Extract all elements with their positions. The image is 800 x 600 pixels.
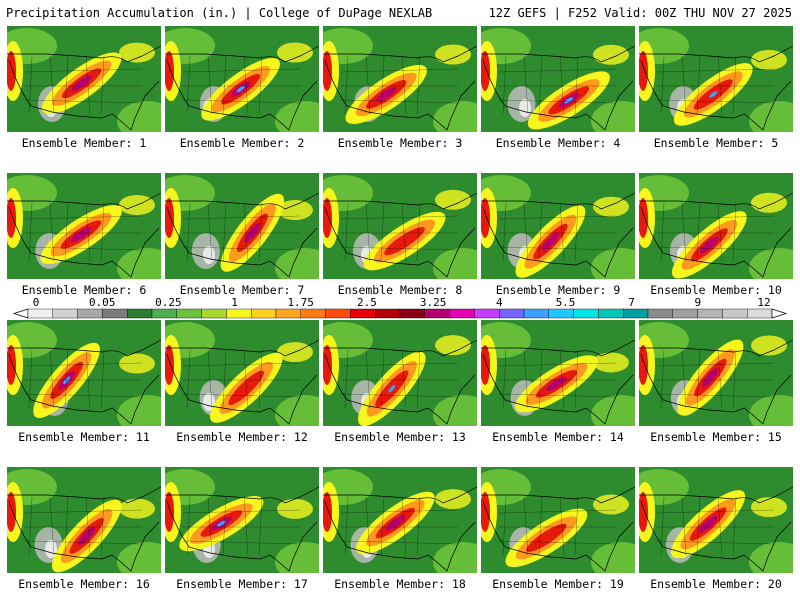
member-label-7: Ensemble Member: 7 <box>179 283 305 297</box>
colorbar-swatch <box>325 308 351 319</box>
member-label-18: Ensemble Member: 18 <box>334 577 466 591</box>
member-label-10: Ensemble Member: 10 <box>650 283 782 297</box>
colorbar-label: 1.75 <box>287 296 314 309</box>
chart-title: Precipitation Accumulation (in.) | Colle… <box>6 6 433 20</box>
colorbar-swatch <box>523 308 549 319</box>
colorbar-swatch <box>548 308 574 319</box>
member-map-20 <box>639 467 793 573</box>
member-label-4: Ensemble Member: 4 <box>495 136 621 150</box>
colorbar-swatch <box>201 308 227 319</box>
colorbar-label: 12 <box>757 296 770 309</box>
member-label-5: Ensemble Member: 5 <box>653 136 779 150</box>
member-label-9: Ensemble Member: 9 <box>495 283 621 297</box>
colorbar-label: 0.25 <box>155 296 182 309</box>
member-map-2 <box>165 26 319 132</box>
member-label-1: Ensemble Member: 1 <box>21 136 147 150</box>
member-map-18 <box>323 467 477 573</box>
colorbar-swatch <box>672 308 698 319</box>
member-map-6 <box>7 173 161 279</box>
colorbar-swatch <box>250 308 277 319</box>
colorbar-swatch <box>573 308 599 319</box>
member-label-6: Ensemble Member: 6 <box>21 283 147 297</box>
member-map-9 <box>481 173 635 279</box>
colorbar-swatch <box>623 308 649 319</box>
member-map-7 <box>165 173 319 279</box>
colorbar-swatch <box>176 308 202 319</box>
colorbar-swatch <box>747 308 773 319</box>
member-label-20: Ensemble Member: 20 <box>650 577 782 591</box>
member-label-11: Ensemble Member: 11 <box>18 430 150 444</box>
colorbar-label: 3.25 <box>420 296 447 309</box>
colorbar-swatch <box>399 308 425 319</box>
colorbar-swatch <box>300 308 326 319</box>
colorbar-swatch <box>275 308 301 319</box>
member-map-8 <box>323 173 477 279</box>
member-label-13: Ensemble Member: 13 <box>334 430 466 444</box>
member-map-17 <box>165 467 319 573</box>
member-label-17: Ensemble Member: 17 <box>176 577 308 591</box>
colorbar-swatch <box>647 308 673 319</box>
colorbar-swatch <box>77 308 103 319</box>
member-label-2: Ensemble Member: 2 <box>179 136 305 150</box>
colorbar-label: 4 <box>496 296 503 309</box>
member-map-19 <box>481 467 635 573</box>
colorbar-swatch <box>27 308 53 319</box>
colorbar-min-arrow <box>12 308 29 319</box>
colorbar-swatch <box>226 308 252 319</box>
colorbar-label: 9 <box>694 296 701 309</box>
member-label-3: Ensemble Member: 3 <box>337 136 463 150</box>
member-label-15: Ensemble Member: 15 <box>650 430 782 444</box>
precipitation-colorbar: 0 0.05 0.25 1 1.75 2.5 3.25 4 5.5 7 9 12 <box>12 296 788 319</box>
colorbar-label: 7 <box>628 296 635 309</box>
colorbar-swatch <box>474 308 500 319</box>
member-label-14: Ensemble Member: 14 <box>492 430 624 444</box>
colorbar-label: 0.05 <box>89 296 116 309</box>
member-map-14 <box>481 320 635 426</box>
colorbar-swatch <box>151 308 177 319</box>
member-map-13 <box>323 320 477 426</box>
member-map-4 <box>481 26 635 132</box>
colorbar-swatch <box>499 308 525 319</box>
colorbar-swatch <box>598 308 624 319</box>
member-map-11 <box>7 320 161 426</box>
member-label-16: Ensemble Member: 16 <box>18 577 150 591</box>
member-map-12 <box>165 320 319 426</box>
member-map-15 <box>639 320 793 426</box>
colorbar-label: 5.5 <box>556 296 576 309</box>
member-label-8: Ensemble Member: 8 <box>337 283 463 297</box>
colorbar-swatch <box>350 308 376 319</box>
colorbar-swatch <box>722 308 748 319</box>
colorbar-swatch <box>52 308 78 319</box>
model-run-info: 12Z GEFS | F252 Valid: 00Z THU NOV 27 20… <box>488 6 792 20</box>
colorbar-swatch <box>102 308 128 319</box>
colorbar-swatch <box>375 308 401 319</box>
member-label-19: Ensemble Member: 19 <box>492 577 624 591</box>
member-map-1 <box>7 26 161 132</box>
member-map-16 <box>7 467 161 573</box>
colorbar-swatch <box>126 308 153 319</box>
colorbar-swatch <box>449 308 475 319</box>
colorbar-swatch <box>424 308 450 319</box>
member-map-5 <box>639 26 793 132</box>
colorbar-label: 2.5 <box>357 296 377 309</box>
colorbar-label: 0 <box>33 296 40 309</box>
colorbar-swatch <box>697 308 723 319</box>
colorbar-label: 1 <box>231 296 238 309</box>
member-label-12: Ensemble Member: 12 <box>176 430 308 444</box>
colorbar-max-arrow <box>771 308 788 319</box>
member-map-3 <box>323 26 477 132</box>
member-map-10 <box>639 173 793 279</box>
